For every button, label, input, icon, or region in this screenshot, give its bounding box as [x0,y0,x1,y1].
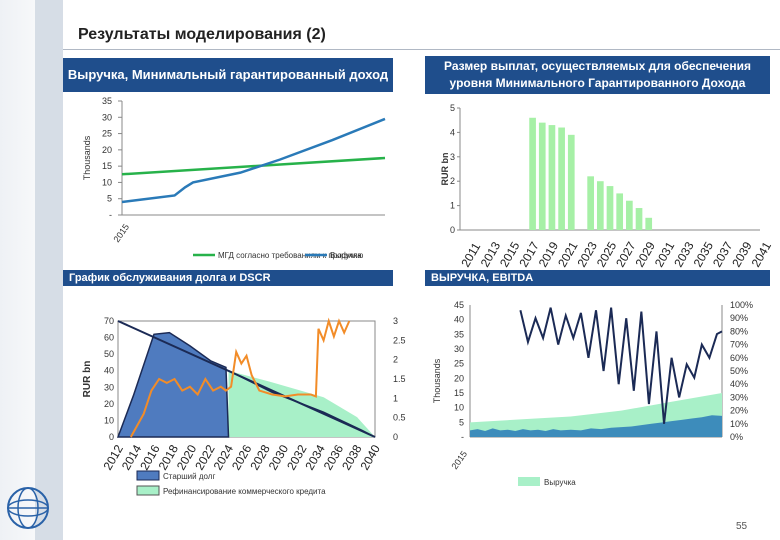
series-line-0 [121,156,386,176]
y-tick-label: 0 [109,432,114,442]
y-tick-label: 20 [102,145,112,155]
y2-tick-label: 0 [393,432,398,442]
sidebar-strip [35,0,63,540]
y2-tick-label: 40% [730,379,748,389]
y2-tick-label: 0.5 [393,413,406,423]
y-tick-label: 70 [104,316,114,326]
left-sidebar [0,0,63,540]
y2-tick-label: 10% [730,419,748,429]
y-tick-label: 10 [102,177,112,187]
y2-tick-label: 60% [730,353,748,363]
y-tick-label: 35 [102,96,112,106]
y2-tick-label: 30% [730,392,748,402]
bar-2018 [529,117,536,230]
chart4-title-banner: ВЫРУЧКА, EBITDA [425,270,770,286]
page-title: Результаты моделирования (2) [78,26,326,43]
bar-2030 [645,217,653,230]
y2-tick-label: 50% [730,366,748,376]
y-tick-label: 30 [454,344,464,354]
y2-tick-label: 0% [730,432,743,442]
x-tick-label: 2015 [449,449,469,471]
chart2-title-banner: Размер выплат, осуществляемых для обеспе… [425,56,770,94]
y-tick-label: 0 [450,225,455,235]
y-tick-label: 1 [450,201,455,211]
y-tick-label: 30 [104,382,114,392]
area-ebitda [470,415,722,437]
dscr-line [129,317,351,438]
y-tick-label: 10 [104,415,114,425]
legend-swatch-revenue [518,477,540,486]
y2-tick-label: 20% [730,406,748,416]
bar-2020 [548,125,556,230]
y2-tick-label: 70% [730,340,748,350]
y-tick-label: 40 [104,366,114,376]
y-tick-label: - [109,210,112,220]
y-axis-title: RUR bn [440,153,450,186]
y-tick-label: 25 [102,129,112,139]
legend-label-refinancing: Рефинансирование коммерческого кредита [163,487,326,496]
y2-tick-label: 2 [393,355,398,365]
title-divider [63,49,780,50]
legend-label-revenue: Выручка [330,251,362,260]
y2-tick-label: 3 [393,316,398,326]
bar-2021 [558,127,565,230]
y-tick-label: 15 [454,388,464,398]
balance-line [117,320,376,438]
y2-tick-label: 80% [730,326,748,336]
y2-tick-label: 100% [730,300,753,310]
chart3-title-banner: График обслуживания долга и DSCR [63,270,393,286]
margin-line [519,307,723,424]
bar-2028 [626,200,633,230]
bar-2024 [587,176,594,230]
bar-2025 [596,181,604,230]
y-tick-label: 2 [450,176,455,186]
bar-2019 [538,122,546,230]
legend-label-revenue: Выручка [544,478,576,487]
legend-label-mgd: МГД согласно требованиям к профилю [218,251,363,260]
y-tick-label: 20 [454,373,464,383]
chart1-title-banner: Выручка, Минимальный гарантированный дох… [63,58,393,92]
y-tick-label: 4 [450,127,455,137]
bar-2027 [616,193,624,230]
y-tick-label: 40 [454,315,464,325]
y-tick-label: 5 [450,103,455,113]
y-axis-title: RUR bn [82,361,93,398]
bar-2022 [567,134,575,230]
legend-swatch-refinancing [136,485,160,496]
y-tick-label: 10 [454,403,464,413]
y2-tick-label: 1.5 [393,374,406,384]
y-tick-label: 5 [459,417,464,427]
y-axis-title: Thousands [432,358,442,403]
y-tick-label: 20 [104,399,114,409]
globe-logo-icon [7,487,49,529]
legend-label-senior-debt: Старший долг [163,472,215,481]
y2-tick-label: 2.5 [393,335,406,345]
y-tick-label: 3 [450,152,455,162]
y-tick-label: 50 [104,349,114,359]
page-number: 55 [736,521,748,532]
y-tick-label: 5 [107,194,112,204]
y-tick-label: 25 [454,359,464,369]
y2-tick-label: 1 [393,393,398,403]
y-tick-label: 15 [102,161,112,171]
y-tick-label: - [461,432,464,442]
bar-2026 [606,186,614,230]
y-tick-label: 60 [104,333,114,343]
y-tick-label: 30 [102,112,112,122]
y-tick-label: 35 [454,329,464,339]
sidebar-gradient [0,0,35,540]
y2-tick-label: 90% [730,313,748,323]
bar-2029 [635,208,643,230]
legend-swatch-senior-debt [136,470,160,481]
series-line-1 [121,117,386,204]
y-tick-label: 45 [454,300,464,310]
y-axis-title: Thousands [82,135,92,180]
